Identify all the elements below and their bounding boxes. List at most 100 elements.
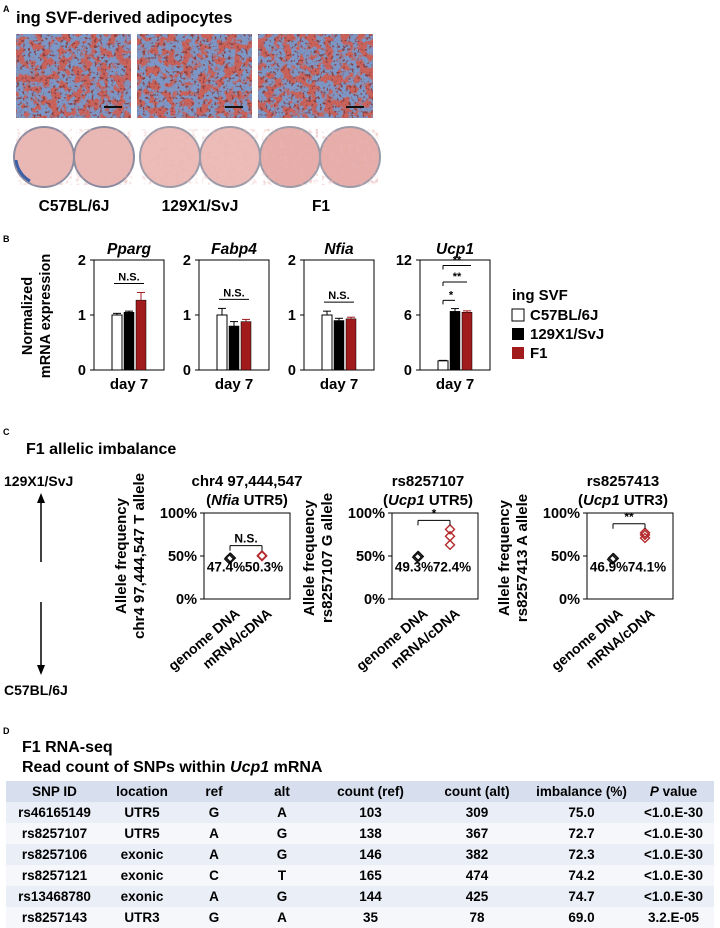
bar-129x1svj [123,312,135,371]
y-tick-label: 0% [364,592,385,608]
table-cell: A [277,910,287,925]
bar-chart-pparg: 0 1 2 Pparg day 7 N.S. [78,241,165,393]
y-tick-label: 0 [78,363,86,379]
data-point [444,530,456,542]
significance-label: N.S. [118,271,139,283]
p-value-word: value [662,784,698,799]
mean-label: 74.1% [628,559,666,574]
table-cell: rs13468780 [18,889,91,904]
legend-swatch-c57bl6j [511,308,525,322]
dish-129-1 [139,126,201,188]
dish-c57-1 [13,126,75,188]
y-tick-label: 50% [168,549,197,565]
scatter-charts: 0% 50% 100% chr4 97,444,547 (Nfia UTR5) Allel… [113,473,674,674]
y-tick-label: 100% [348,506,385,522]
table-cell: UTR3 [124,910,160,925]
bar-f1 [461,312,473,371]
strain-label-129x1svj: 129X1/SvJ [162,198,239,215]
data-point [256,550,268,562]
panel-b-letter: B [3,234,10,244]
scatter-chart-1: 0% 50% 100% chr4 97,444,547 (Nfia UTR5) Allel… [113,473,302,674]
snp-table: SNP ID location ref alt count (ref) coun… [6,781,714,928]
table-cell: 165 [359,868,382,883]
plot-frame [586,512,674,600]
title-line2-suffix: mRNA [269,759,323,776]
x-category-label: day 7 [320,376,358,393]
dish-129-2 [199,126,261,188]
col-count-ref: count (ref) [337,784,404,799]
data-point [444,523,456,535]
bar-c57bl6j [437,360,449,371]
table-cell: 425 [465,889,489,904]
dish-f1-2 [319,126,381,188]
chart-title-line1: rs8257107 [392,473,465,490]
y-axis-label-line2: chr4 97,444,547 T allele [131,473,148,639]
chart-title: Fabp4 [211,241,257,258]
data-point [225,552,237,564]
y-tick-label: 100% [160,506,197,522]
table-cell: <1.0.E-30 [644,805,703,820]
table-cell: G [276,847,288,862]
y-axis-label-line2: rs8257413 A allele [514,494,531,622]
gene-name: Ucp1 [583,492,620,509]
plot-frame [203,512,291,600]
mean-label: 50.3% [245,559,283,574]
y-tick-label: 2 [288,253,296,269]
mean-label: 49.3% [395,559,433,574]
table-cell: 382 [465,847,489,862]
table-cell: 74.2 [568,868,595,883]
table-cell: G [276,826,288,841]
panel-d-title-line1: F1 RNA-seq [22,739,113,756]
bar-c57bl6j [216,314,228,371]
data-point [413,551,425,563]
table-row: rs13468780 exonic A G 144 425 74.7 <1.0.E-30 [6,886,714,907]
legend-swatch-f1 [512,347,524,359]
table-row: rs8257107 UTR5 A G 138 367 72.7 <1.0.E-30 [6,823,714,844]
table-cell: rs8257121 [21,868,88,883]
scatter-chart-3: 0% 50% 100% rs8257413 (Ucp1 UTR3) Allele freq… [496,473,674,674]
table-cell: rs46165149 [18,805,91,820]
table-cell: exonic [120,847,164,862]
strain-label-f1: F1 [312,198,330,215]
p-symbol: P [649,784,659,799]
significance-label: * [449,289,454,301]
y-tick-label: 1 [183,308,191,324]
table-cell: 367 [465,826,489,841]
table-cell: G [276,889,288,904]
significance-label: ** [624,510,634,524]
chart-title-line1: chr4 97,444,547 [192,473,303,490]
y-tick-label: 6 [404,308,412,324]
chart-title: Pparg [107,241,151,258]
y-tick-label: 0% [176,592,197,608]
table-cell: 309 [465,805,489,820]
col-snp-id: SNP ID [32,784,77,799]
panel-c-title: F1 allelic imbalance [26,441,176,458]
bar-chart-nfia: 0 1 2 Nfia day 7 N.S. [288,241,375,393]
x-category-label: day 7 [436,376,474,393]
y-tick-label: 1 [288,308,296,324]
y-axis-label-line1: Allele frequency [113,497,130,614]
micrograph-c57bl6j [16,34,131,118]
y-tick-label: 0 [288,363,296,379]
table-row: rs8257143 UTR3 G A 35 78 69.0 3.2.E-05 [6,907,714,928]
table-cell: T [277,868,287,883]
gene-name: Nfia [211,492,239,509]
table-cell: UTR5 [124,805,160,820]
panel-b-ylabel-line2: mRNA expression [38,254,54,378]
table-cell: 78 [469,910,485,925]
table-row: rs8257121 exonic C T 165 474 74.2 <1.0.E-30 [6,865,714,886]
bar-f1 [345,318,357,371]
table-cell: 144 [359,889,382,904]
panel-c-letter: C [3,427,10,437]
bar-129x1svj [228,325,240,371]
table-cell: C [209,868,219,883]
table-cell: G [208,910,220,925]
legend-label-c57bl6j: C57BL/6J [530,307,598,324]
chart-title-line2: (Ucp1 UTR5) [383,492,473,509]
significance-label: N.S. [223,287,244,299]
bar-129x1svj [333,320,345,371]
mean-label: 72.4% [433,559,471,574]
table-cell: rs8257106 [21,847,88,862]
plot-frame [391,512,479,600]
panel-d-title-line2: Read count of SNPs within Ucp1 mRNA [22,759,323,776]
